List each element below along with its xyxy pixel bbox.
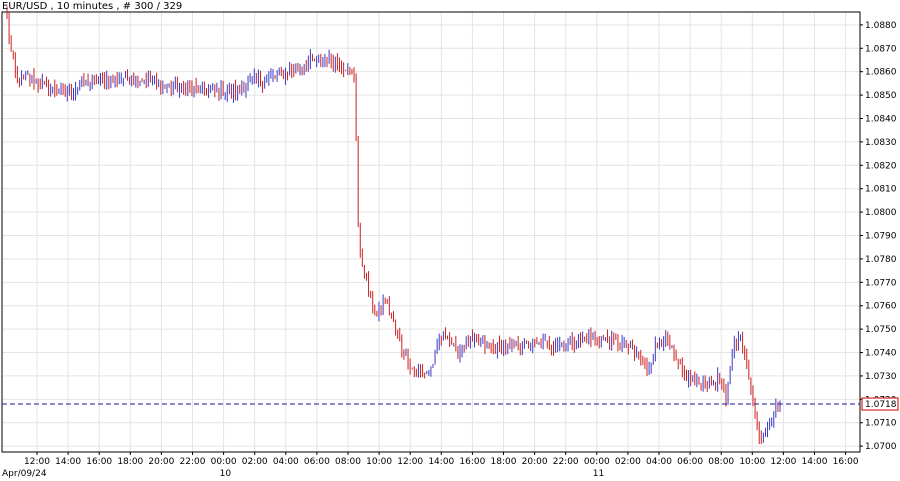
x-tick-label: 16:00 xyxy=(833,457,859,467)
y-tick-label: 1.0840 xyxy=(865,114,897,124)
y-tick-label: 1.0820 xyxy=(865,161,897,171)
x-tick-label: 04:00 xyxy=(273,457,299,467)
x-tick-label: 04:00 xyxy=(646,457,672,467)
date-label: Apr/09/24 xyxy=(2,469,47,479)
grid xyxy=(2,12,860,452)
x-axis: 12:00 14:00 16:00 18:00 20:00 22:00 00:00 02:00… xyxy=(2,452,859,479)
y-tick-label: 1.0870 xyxy=(865,44,897,54)
x-tick-label: 14:00 xyxy=(55,457,81,467)
x-tick-label: 08:00 xyxy=(708,457,734,467)
x-tick-label: 16:00 xyxy=(86,457,112,467)
x-tick-label: 22:00 xyxy=(553,457,579,467)
price-bars xyxy=(6,6,781,445)
y-tick-label: 1.0790 xyxy=(865,232,897,242)
y-tick-label: 1.0770 xyxy=(865,278,897,288)
y-tick-label: 1.0830 xyxy=(865,138,897,148)
y-tick-label: 1.0730 xyxy=(865,372,897,382)
x-tick-label: 02:00 xyxy=(615,457,641,467)
x-tick-label: 12:00 xyxy=(24,457,50,467)
x-tick-label: 14:00 xyxy=(428,457,454,467)
x-tick-label: 06:00 xyxy=(304,457,330,467)
x-tick-label: 02:00 xyxy=(242,457,268,467)
y-tick-label: 1.0710 xyxy=(865,419,897,429)
current-price-badge: 1.0718 xyxy=(861,397,899,411)
x-tick-label: 12:00 xyxy=(770,457,796,467)
plot-frame xyxy=(1,11,861,453)
x-tick-label: 06:00 xyxy=(677,457,703,467)
y-tick-label: 1.0880 xyxy=(865,21,897,31)
x-tick-label: 08:00 xyxy=(335,457,361,467)
x-tick-label: 12:00 xyxy=(397,457,423,467)
x-tick-label: 20:00 xyxy=(522,457,548,467)
current-price-label: 1.0718 xyxy=(865,400,897,410)
date-label: 10 xyxy=(220,469,232,479)
chart-title: EUR/USD , 10 minutes , # 300 / 329 xyxy=(2,1,182,12)
y-tick-label: 1.0750 xyxy=(865,325,897,335)
x-tick-label: 20:00 xyxy=(148,457,174,467)
x-tick-label: 00:00 xyxy=(211,457,237,467)
y-tick-label: 1.0780 xyxy=(865,255,897,265)
x-tick-label: 18:00 xyxy=(117,457,143,467)
y-tick-label: 1.0860 xyxy=(865,68,897,78)
x-tick-label: 00:00 xyxy=(584,457,610,467)
y-tick-label: 1.0740 xyxy=(865,349,897,359)
date-label: 11 xyxy=(593,469,604,479)
y-tick-label: 1.0800 xyxy=(865,208,897,218)
y-tick-label: 1.0850 xyxy=(865,91,897,101)
x-tick-label: 18:00 xyxy=(491,457,517,467)
x-tick-label: 10:00 xyxy=(366,457,392,467)
x-tick-label: 10:00 xyxy=(739,457,765,467)
y-tick-label: 1.0700 xyxy=(865,442,897,452)
x-tick-label: 22:00 xyxy=(180,457,206,467)
x-tick-label: 14:00 xyxy=(802,457,828,467)
y-tick-label: 1.0810 xyxy=(865,185,897,195)
y-axis: 1.07001.07101.07201.07301.07401.07501.07… xyxy=(860,21,897,452)
x-tick-label: 16:00 xyxy=(459,457,485,467)
y-tick-label: 1.0760 xyxy=(865,302,897,312)
